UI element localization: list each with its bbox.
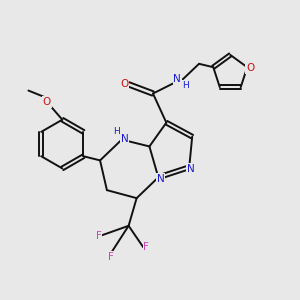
Text: N: N [157,174,165,184]
Text: F: F [108,252,114,262]
Text: N: N [173,74,181,84]
Text: H: H [182,81,189,90]
Text: O: O [246,63,254,73]
Text: F: F [96,231,101,241]
Text: O: O [43,97,51,107]
Text: H: H [113,127,120,136]
Text: F: F [143,242,149,253]
Text: N: N [121,134,129,144]
Text: O: O [120,79,128,89]
Text: N: N [187,164,195,174]
